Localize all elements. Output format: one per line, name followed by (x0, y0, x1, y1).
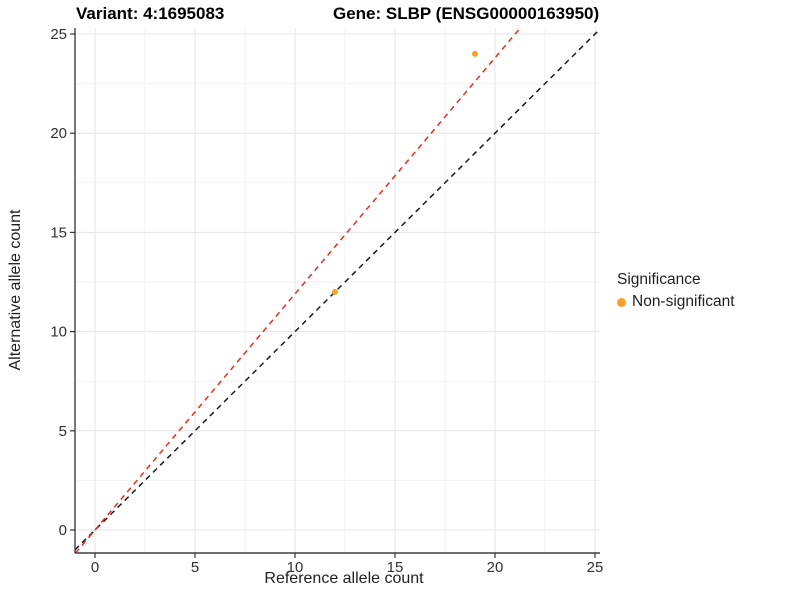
x-tick-label: 15 (387, 559, 404, 576)
x-tick-label: 10 (287, 559, 304, 576)
x-tick-label: 0 (91, 559, 99, 576)
x-tick-label: 5 (191, 559, 199, 576)
data-point (332, 288, 338, 295)
y-tick-label: 20 (50, 125, 67, 142)
axis-lines (74, 28, 600, 554)
axis-ticks-and-labels: 0 5 10 15 20 25 0 5 10 15 20 25 (50, 26, 603, 576)
gene-title: Gene: SLBP (ENSG00000163950) (333, 4, 600, 23)
y-tick-label: 0 (59, 522, 67, 539)
legend-item: Non-significant (617, 293, 735, 311)
y-tick-label: 10 (50, 324, 67, 341)
major-gridlines (75, 28, 600, 553)
x-tick-label: 20 (487, 559, 504, 576)
y-tick-label: 5 (59, 423, 67, 440)
reference-lines (74, 27, 601, 554)
x-tick-label: 25 (587, 559, 604, 576)
data-points (332, 50, 478, 295)
data-point (472, 50, 478, 57)
y-tick-label: 25 (50, 26, 67, 43)
y-tick-label: 15 (50, 224, 67, 241)
legend-key-dot (617, 297, 626, 307)
expected-ratio-line (74, 27, 521, 554)
identity-line (74, 28, 601, 551)
y-axis-label: Alternative allele count (7, 209, 24, 371)
variant-title: Variant: 4:1695083 (76, 4, 225, 23)
legend: Significance Non-significant (617, 271, 735, 311)
legend-title: Significance (617, 271, 701, 288)
legend-item-label: Non-significant (632, 293, 735, 310)
minor-gridlines (75, 28, 600, 553)
x-axis-label: Reference allele count (264, 570, 424, 587)
